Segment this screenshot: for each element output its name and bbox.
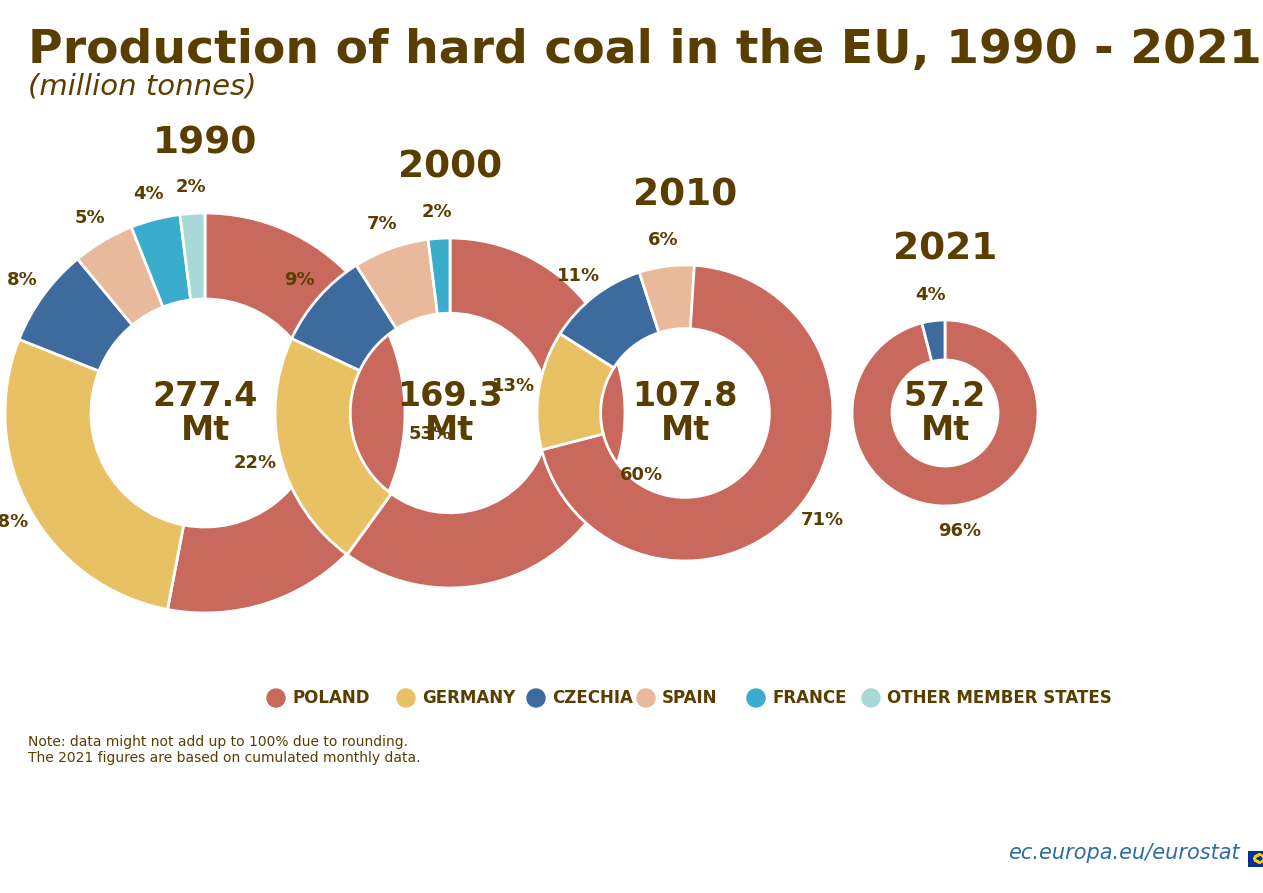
Text: 8%: 8% — [6, 271, 38, 289]
Wedge shape — [292, 265, 397, 371]
Wedge shape — [275, 338, 392, 555]
Text: FRANCE: FRANCE — [772, 689, 846, 707]
Wedge shape — [131, 214, 191, 307]
Text: 2021: 2021 — [893, 232, 998, 268]
Wedge shape — [639, 265, 695, 333]
Text: Mt: Mt — [426, 414, 475, 447]
Text: Mt: Mt — [661, 414, 710, 447]
Text: 5%: 5% — [75, 210, 105, 228]
Text: 60%: 60% — [620, 466, 663, 484]
Wedge shape — [77, 227, 163, 325]
Circle shape — [266, 689, 285, 707]
Wedge shape — [347, 238, 625, 588]
Wedge shape — [5, 339, 183, 609]
Wedge shape — [168, 213, 405, 613]
Text: 4%: 4% — [134, 185, 164, 203]
Text: 2%: 2% — [422, 204, 452, 221]
Wedge shape — [537, 334, 614, 450]
Wedge shape — [179, 213, 205, 300]
Text: 28%: 28% — [0, 513, 29, 530]
Text: 6%: 6% — [648, 231, 678, 249]
Wedge shape — [922, 320, 945, 362]
Text: 7%: 7% — [366, 215, 398, 233]
Text: Production of hard coal in the EU, 1990 - 2021: Production of hard coal in the EU, 1990 … — [28, 28, 1262, 73]
Wedge shape — [19, 259, 133, 371]
Text: 22%: 22% — [234, 454, 277, 472]
Text: 107.8: 107.8 — [633, 380, 738, 413]
Text: 96%: 96% — [938, 522, 981, 540]
Text: GERMANY: GERMANY — [422, 689, 515, 707]
Text: 11%: 11% — [557, 266, 600, 285]
Wedge shape — [853, 320, 1038, 506]
Text: Note: data might not add up to 100% due to rounding.
The 2021 figures are based : Note: data might not add up to 100% due … — [28, 735, 421, 765]
Text: (million tonnes): (million tonnes) — [28, 73, 256, 101]
Text: Mt: Mt — [921, 414, 970, 447]
Text: 1990: 1990 — [153, 125, 258, 161]
Text: Mt: Mt — [181, 414, 230, 447]
Text: OTHER MEMBER STATES: OTHER MEMBER STATES — [887, 689, 1111, 707]
Circle shape — [397, 689, 416, 707]
Circle shape — [746, 689, 765, 707]
Text: 53%: 53% — [408, 425, 452, 443]
Circle shape — [527, 689, 546, 707]
Circle shape — [637, 689, 655, 707]
Text: SPAIN: SPAIN — [662, 689, 717, 707]
Text: 9%: 9% — [284, 271, 314, 289]
Wedge shape — [428, 238, 450, 314]
Text: 71%: 71% — [801, 511, 844, 529]
Wedge shape — [356, 239, 437, 329]
Text: 2010: 2010 — [633, 177, 738, 213]
Circle shape — [863, 689, 880, 707]
Text: ec.europa.eu/eurostat: ec.europa.eu/eurostat — [1008, 843, 1240, 863]
Text: 169.3: 169.3 — [398, 380, 503, 413]
Text: 4%: 4% — [914, 286, 946, 304]
Wedge shape — [560, 272, 659, 368]
Text: 277.4: 277.4 — [153, 380, 258, 413]
Text: 13%: 13% — [491, 377, 534, 395]
FancyBboxPatch shape — [1248, 851, 1263, 867]
Text: POLAND: POLAND — [292, 689, 370, 707]
Text: CZECHIA: CZECHIA — [552, 689, 633, 707]
Wedge shape — [542, 265, 834, 561]
Text: 2000: 2000 — [398, 150, 503, 186]
Text: 2%: 2% — [176, 179, 206, 196]
Text: 57.2: 57.2 — [904, 380, 986, 413]
